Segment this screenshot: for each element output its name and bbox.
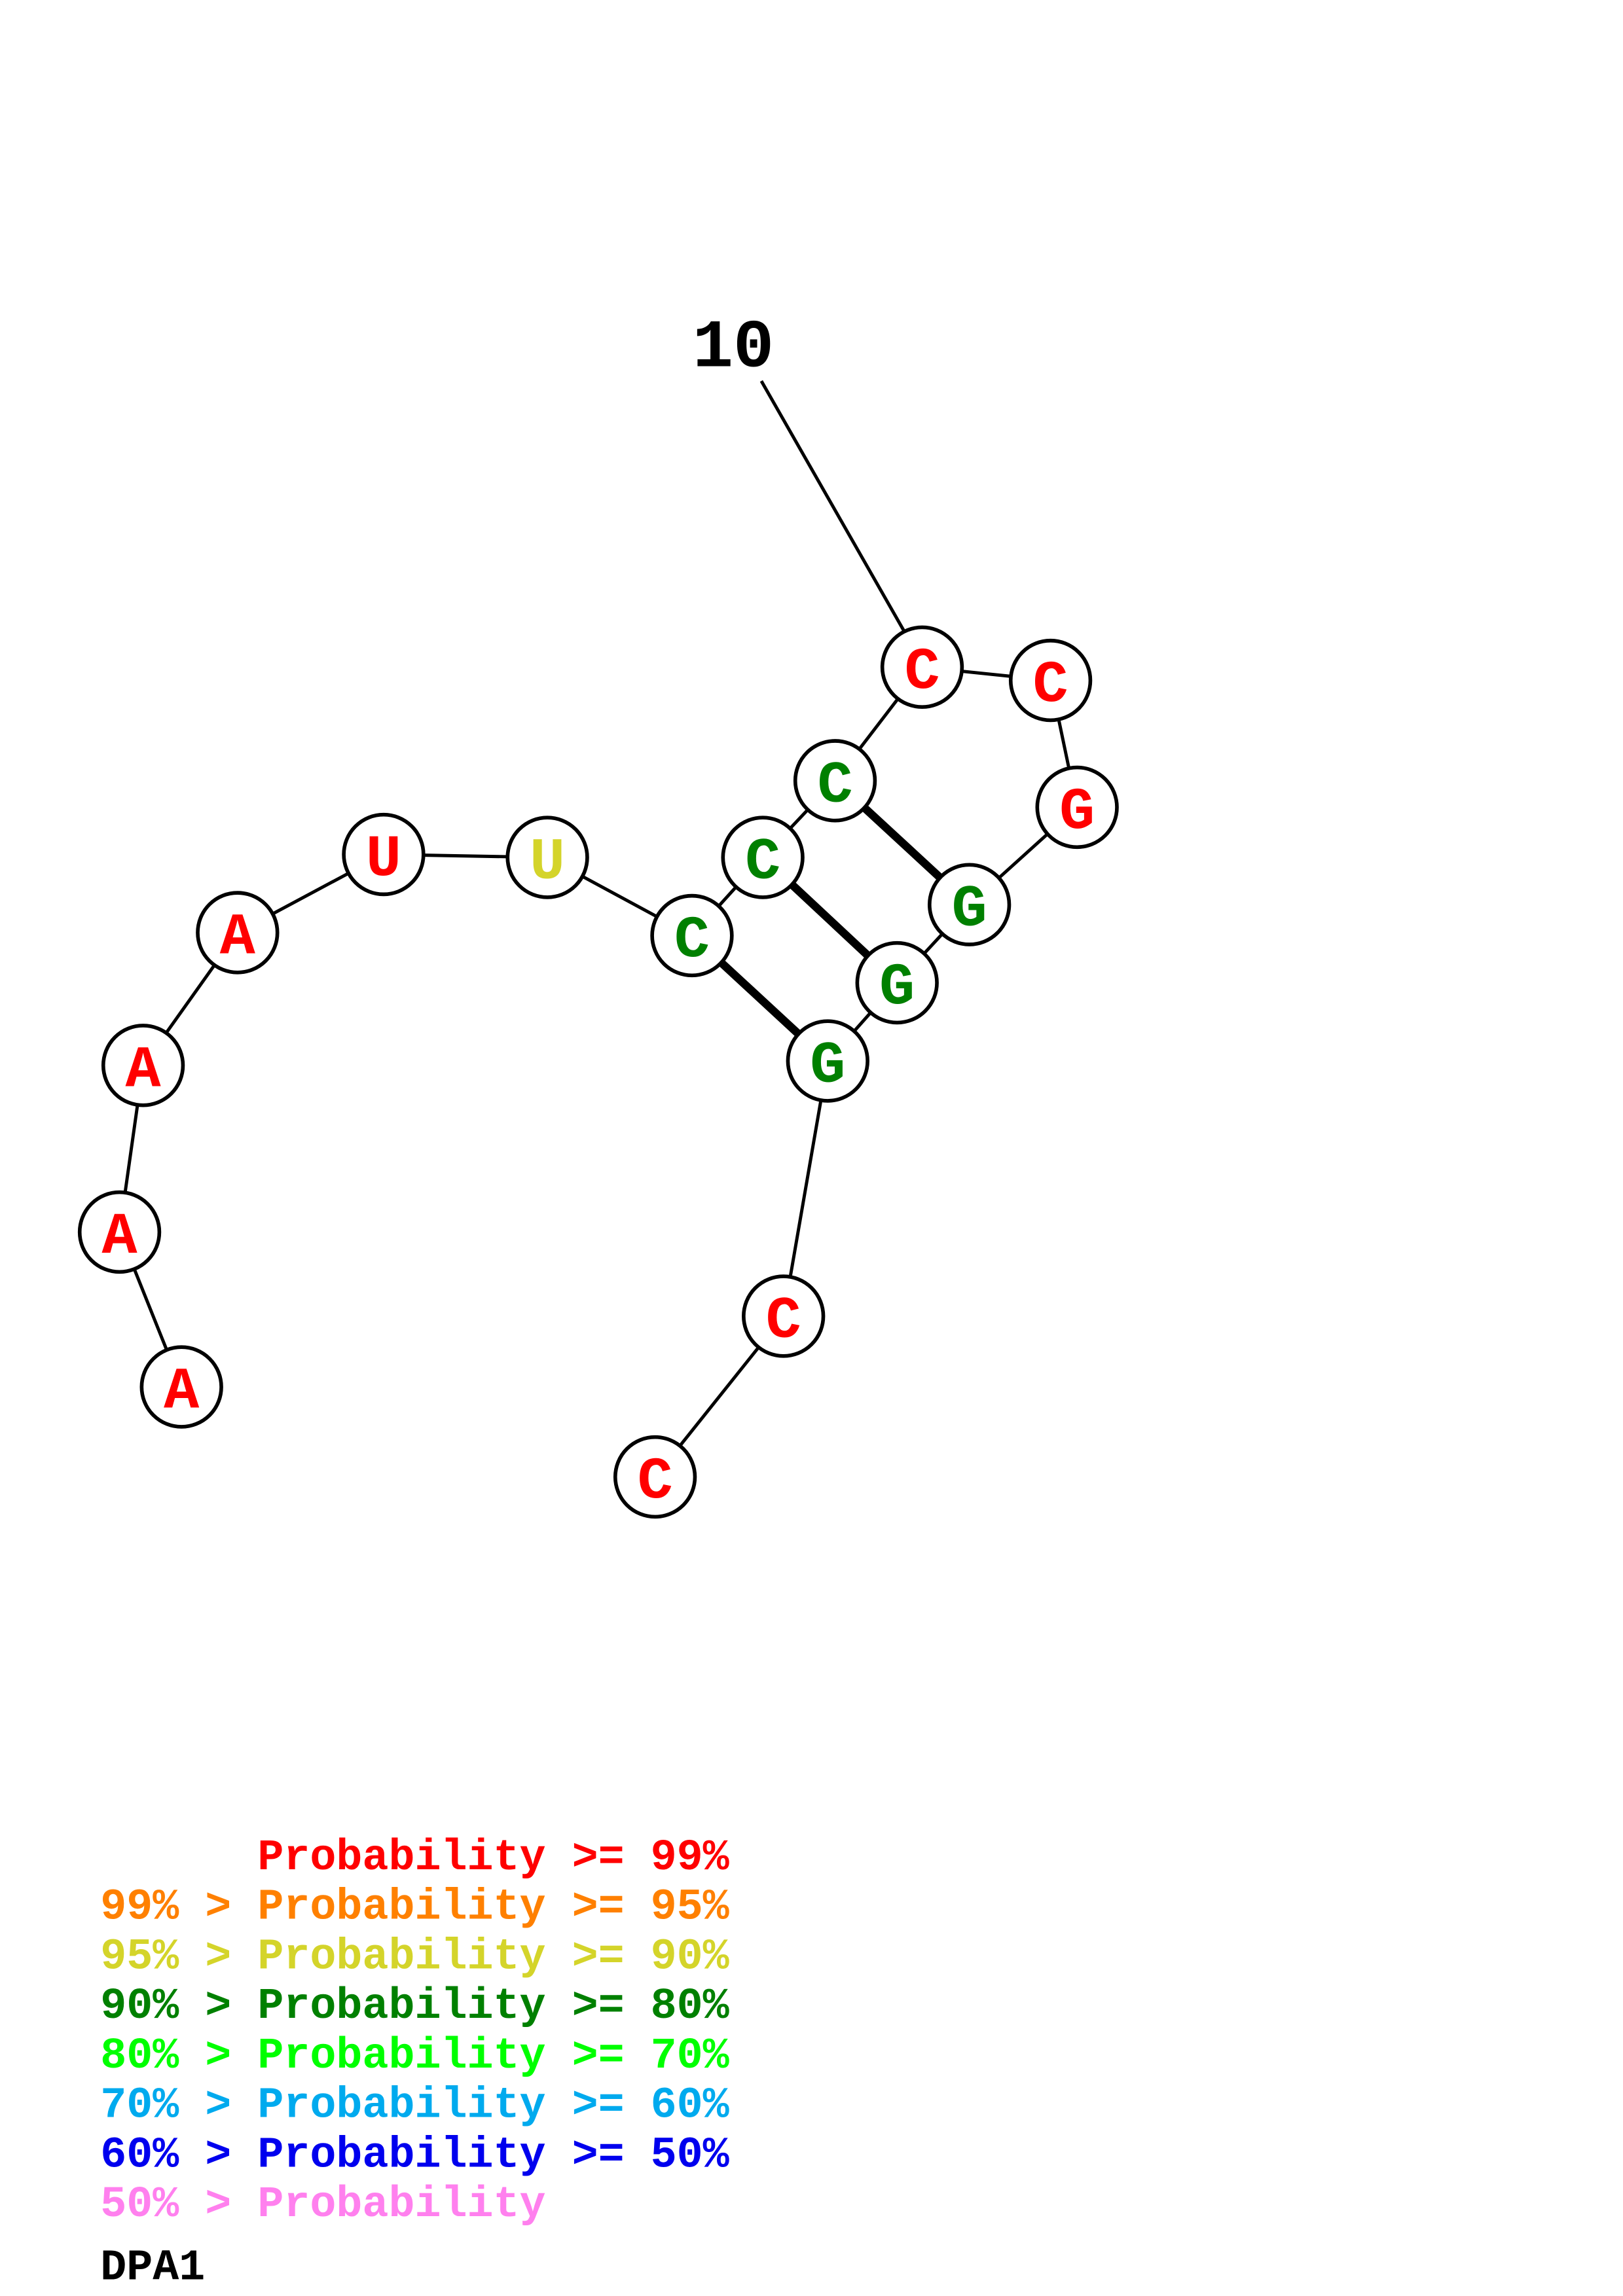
- nucleotide-9: C: [793, 739, 877, 823]
- nucleotide-letter: G: [810, 1033, 845, 1100]
- nucleotide-circle: [505, 816, 589, 899]
- nucleotide-circle: [139, 1345, 223, 1429]
- nucleotide-letter: A: [126, 1037, 162, 1104]
- nucleotide-circle: [880, 625, 964, 709]
- nucleotide-circle: [721, 816, 805, 899]
- nucleotide-3: A: [101, 1024, 185, 1107]
- nucleotide-5: U: [342, 812, 426, 897]
- position-labels: 10: [693, 311, 906, 633]
- nucleotide-circle: [927, 863, 1012, 946]
- structure-title: DPA1: [100, 2244, 205, 2293]
- nucleotide-letter: C: [904, 639, 939, 706]
- nucleotide-2: A: [77, 1190, 162, 1274]
- base-pair-links: [689, 778, 972, 1064]
- nucleotide-circle: [613, 1435, 697, 1519]
- nucleotide-8: C: [721, 816, 805, 899]
- legend-entry: 50% > Probability: [100, 2180, 545, 2230]
- backbone-link: [782, 1060, 830, 1317]
- probability-legend: Probability >= 99%99% > Probability >= 9…: [100, 1833, 729, 2230]
- legend-entry: Probability >= 99%: [100, 1833, 729, 1883]
- position-label-tick: [759, 380, 906, 633]
- nucleotide-circle: [742, 1274, 826, 1358]
- nucleotide-circle: [77, 1190, 162, 1274]
- legend-entry: 95% > Probability >= 90%: [100, 1932, 729, 1982]
- legend-entry: 70% > Probability >= 60%: [100, 2081, 729, 2131]
- nucleotide-letter: G: [879, 955, 915, 1022]
- nucleotide-letter: G: [1059, 780, 1095, 846]
- nucleotide-letter: A: [220, 905, 256, 972]
- nucleotide-letter: C: [766, 1288, 801, 1355]
- nucleotide-17: C: [613, 1435, 697, 1519]
- nucleotide-4: A: [196, 891, 280, 975]
- nucleotide-letter: C: [1033, 653, 1068, 719]
- legend-entry: 90% > Probability >= 80%: [100, 1982, 729, 2032]
- nucleotide-letter: C: [674, 908, 710, 975]
- nucleotide-circle: [1008, 638, 1093, 723]
- nucleotide-11: C: [1008, 638, 1093, 723]
- nucleotide-circle: [650, 893, 734, 978]
- nucleotide-15: G: [786, 1019, 869, 1103]
- nucleotide-12: G: [1035, 765, 1119, 850]
- legend-entry: 99% > Probability >= 95%: [100, 1883, 729, 1933]
- nucleotide-16: C: [742, 1274, 826, 1358]
- nucleotide-1: A: [139, 1345, 223, 1429]
- legend-entry: 80% > Probability >= 70%: [100, 2032, 729, 2081]
- nucleotide-letter: G: [952, 877, 987, 944]
- nucleotide-letter: U: [366, 827, 401, 893]
- nucleotide-letter: C: [745, 830, 780, 897]
- backbone-links: [118, 665, 1079, 1479]
- legend-entry: 60% > Probability >= 50%: [100, 2130, 729, 2180]
- position-label: 10: [693, 311, 774, 387]
- nucleotide-letter: U: [530, 830, 565, 897]
- nucleotide-13: G: [927, 863, 1012, 946]
- nucleotide-circle: [855, 941, 939, 1025]
- nucleotide-14: G: [855, 941, 939, 1025]
- nucleotide-7: C: [650, 893, 734, 978]
- nucleotide-10: C: [880, 625, 964, 709]
- nucleotide-circle: [793, 739, 877, 823]
- nucleotide-6: U: [505, 816, 589, 899]
- nucleotide-circle: [1035, 765, 1119, 850]
- nucleotide-circle: [786, 1019, 869, 1103]
- nucleotide-letter: A: [164, 1359, 200, 1426]
- nucleotide-circle: [342, 812, 426, 897]
- nucleotide-letter: C: [638, 1449, 673, 1516]
- nucleotide-circle: [196, 891, 280, 975]
- nucleotide-letter: C: [818, 753, 853, 819]
- nucleotide-letter: A: [101, 1204, 137, 1271]
- nucleotide-circle: [101, 1024, 185, 1107]
